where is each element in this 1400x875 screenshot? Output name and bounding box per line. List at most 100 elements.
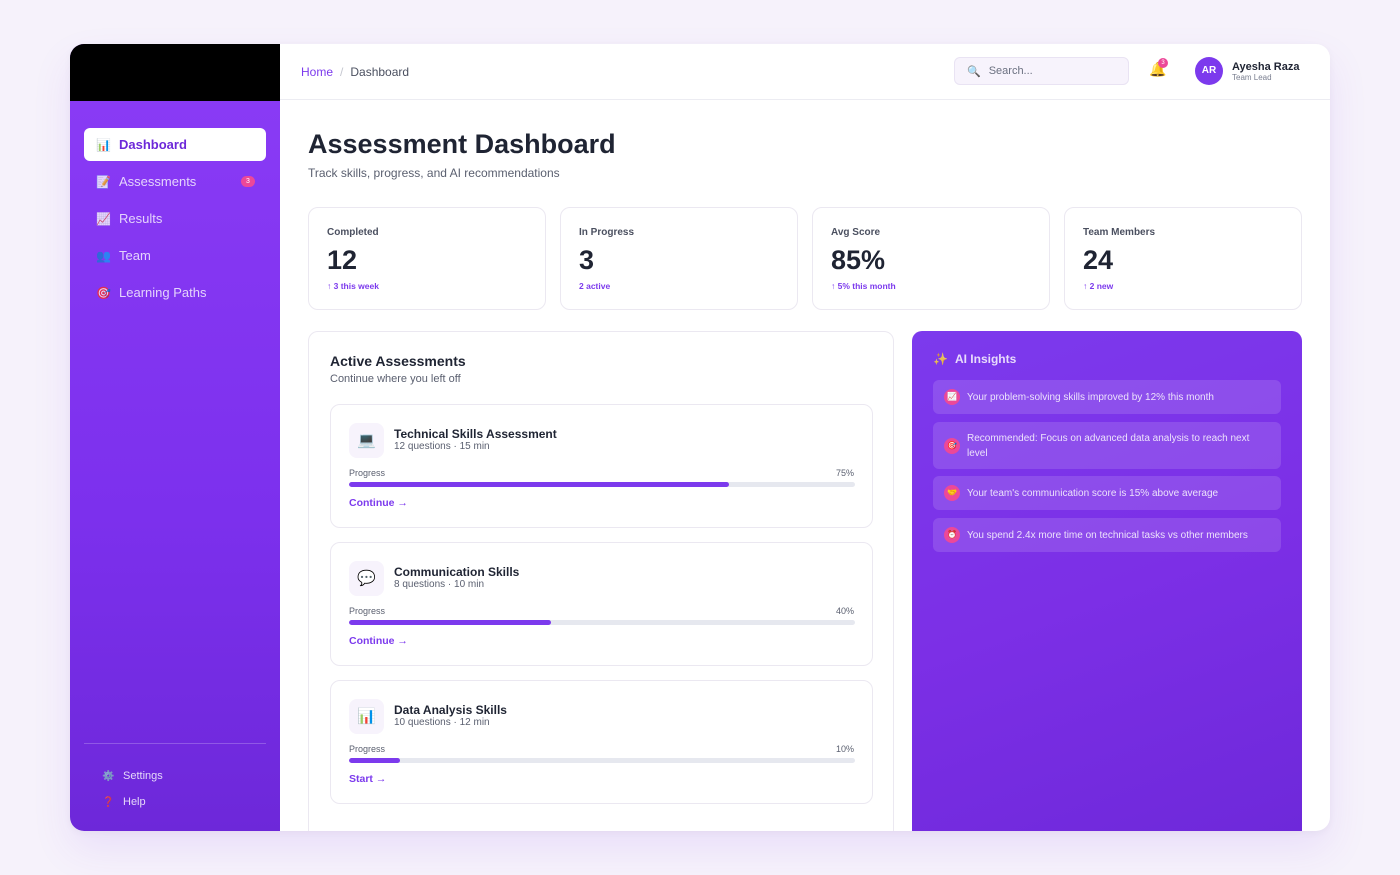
bar-chart-icon: 📊 bbox=[96, 137, 111, 152]
sidebar-item-learning-paths[interactable]: 🎯 Learning Paths bbox=[84, 276, 266, 309]
assessment-name: Technical Skills Assessment bbox=[394, 427, 557, 441]
progress-label: Progress bbox=[349, 468, 386, 478]
progress-label: Progress bbox=[349, 744, 386, 754]
progress-bar bbox=[349, 482, 855, 487]
sidebar-item-team[interactable]: 👥 Team bbox=[84, 239, 266, 272]
stat-value: 12 bbox=[327, 245, 358, 275]
settings-link[interactable]: ⚙️ Settings bbox=[84, 763, 266, 789]
insight-item[interactable]: 🎯 Recommended: Focus on advanced data an… bbox=[933, 422, 1281, 469]
progress-bar bbox=[349, 758, 855, 763]
notifications-button[interactable]: 🔔 3 bbox=[1149, 58, 1168, 78]
stat-label: In Progress bbox=[579, 227, 635, 238]
logo-block bbox=[70, 44, 280, 101]
ai-insights-panel: ✨ AI Insights 📈 Your problem-solving ski… bbox=[912, 331, 1302, 831]
sidebar-item-label: Dashboard bbox=[119, 137, 187, 152]
progress-fill bbox=[349, 482, 729, 487]
stats-row: Completed 12 ↑ 3 this week In Progress 3… bbox=[308, 207, 1302, 310]
sidebar-item-results[interactable]: 📈 Results bbox=[84, 202, 266, 235]
insight-text: Recommended: Focus on advanced data anal… bbox=[967, 432, 1250, 459]
insight-text: You spend 2.4x more time on technical ta… bbox=[967, 529, 1248, 541]
sidebar-footer: ⚙️ Settings ❓ Help bbox=[84, 743, 266, 815]
sparkles-icon: ✨ bbox=[933, 352, 948, 366]
assessment-card[interactable]: 💬 Communication Skills 8 questions · 10 … bbox=[330, 542, 873, 666]
panel-subtitle: Continue where you left off bbox=[330, 373, 461, 385]
assessment-card[interactable]: 📊 Data Analysis Skills 10 questions · 12… bbox=[330, 680, 873, 804]
stat-delta: ↑ 2 new bbox=[1083, 281, 1114, 291]
page-title: Assessment Dashboard bbox=[308, 129, 616, 159]
insight-item[interactable]: ⏰ You spend 2.4x more time on technical … bbox=[933, 518, 1281, 552]
user-name: Ayesha Raza bbox=[1232, 61, 1300, 73]
assessment-card[interactable]: 💻 Technical Skills Assessment 12 questio… bbox=[330, 404, 873, 528]
stat-value: 24 bbox=[1083, 245, 1114, 275]
trend-chart-icon: 📈 bbox=[944, 389, 960, 405]
clock-icon: ⏰ bbox=[944, 527, 960, 543]
people-icon: 👥 bbox=[96, 248, 111, 263]
main-content: Assessment Dashboard Track skills, progr… bbox=[280, 100, 1330, 831]
insight-text: Your problem-solving skills improved by … bbox=[967, 391, 1214, 403]
avatar[interactable]: AR bbox=[1195, 57, 1223, 85]
sidebar-item-label: Results bbox=[119, 211, 163, 226]
search-box[interactable]: 🔍 bbox=[954, 57, 1129, 85]
assessment-name: Data Analysis Skills bbox=[394, 703, 507, 717]
question-icon: ❓ bbox=[102, 796, 115, 808]
stat-label: Team Members bbox=[1083, 227, 1156, 238]
insight-text: Your team's communication score is 15% a… bbox=[967, 487, 1219, 499]
assessment-meta: 8 questions · 10 min bbox=[394, 579, 485, 590]
user-role: Team Lead bbox=[1232, 73, 1272, 82]
ai-insights-label: AI Insights bbox=[954, 352, 1017, 366]
search-icon: 🔍 bbox=[967, 65, 981, 78]
help-label: Help bbox=[123, 796, 146, 808]
continue-button[interactable]: Continue → bbox=[349, 635, 408, 647]
sidebar-item-label: Assessments bbox=[119, 174, 197, 189]
stat-label: Avg Score bbox=[831, 227, 881, 238]
assessment-meta: 12 questions · 15 min bbox=[394, 441, 490, 452]
insight-item[interactable]: 🤝 Your team's communication score is 15%… bbox=[933, 476, 1281, 510]
assessment-name: Communication Skills bbox=[394, 565, 520, 579]
notification-count-badge: 3 bbox=[1158, 58, 1168, 68]
sidebar-item-label: Team bbox=[119, 248, 151, 263]
target-icon: 🎯 bbox=[96, 285, 111, 300]
progress-fill bbox=[349, 758, 400, 763]
stat-delta: 2 active bbox=[579, 281, 611, 291]
laptop-icon: 💻 bbox=[349, 423, 384, 458]
stat-card-team-members: Team Members 24 ↑ 2 new bbox=[1064, 207, 1302, 310]
active-assessments-panel: Active Assessments Continue where you le… bbox=[308, 331, 894, 831]
app-window: 📊 Dashboard 📝 Assessments 3 📈 Results 👥 … bbox=[70, 44, 1330, 831]
progress-percent: 75% bbox=[835, 468, 854, 478]
stat-card-avg-score: Avg Score 85% ↑ 5% this month bbox=[812, 207, 1050, 310]
search-input[interactable] bbox=[988, 65, 1119, 77]
progress-percent: 40% bbox=[835, 606, 854, 616]
breadcrumb-home-link[interactable]: Home bbox=[301, 65, 334, 79]
count-badge: 3 bbox=[241, 176, 255, 187]
breadcrumb-separator: / bbox=[340, 65, 344, 79]
target-icon: 🎯 bbox=[944, 437, 960, 454]
sidebar-item-dashboard[interactable]: 📊 Dashboard bbox=[84, 128, 266, 161]
assessment-meta: 10 questions · 12 min bbox=[394, 717, 490, 728]
start-button[interactable]: Start → bbox=[349, 773, 387, 785]
handshake-icon: 🤝 bbox=[944, 485, 960, 501]
trend-chart-icon: 📈 bbox=[96, 211, 111, 226]
stat-label: Completed bbox=[327, 227, 379, 238]
sidebar-item-label: Learning Paths bbox=[119, 285, 207, 300]
help-link[interactable]: ❓ Help bbox=[84, 789, 266, 815]
panel-title: Active Assessments bbox=[330, 353, 466, 369]
sidebar-nav: 📊 Dashboard 📝 Assessments 3 📈 Results 👥 … bbox=[70, 101, 280, 309]
breadcrumb-current: Dashboard bbox=[350, 65, 410, 79]
stat-card-in-progress: In Progress 3 2 active bbox=[560, 207, 798, 310]
continue-button[interactable]: Continue → bbox=[349, 497, 408, 509]
stat-delta: ↑ 5% this month bbox=[831, 281, 896, 291]
sidebar: 📊 Dashboard 📝 Assessments 3 📈 Results 👥 … bbox=[70, 44, 280, 831]
progress-label: Progress bbox=[349, 606, 386, 616]
sidebar-item-assessments[interactable]: 📝 Assessments 3 bbox=[84, 165, 266, 198]
stat-value: 3 bbox=[579, 245, 595, 275]
gear-icon: ⚙️ bbox=[102, 770, 115, 782]
bar-chart-icon: 📊 bbox=[349, 699, 384, 734]
breadcrumb: Home / Dashboard bbox=[301, 65, 409, 79]
user-info[interactable]: Ayesha Raza Team Lead bbox=[1232, 61, 1299, 83]
speech-bubble-icon: 💬 bbox=[349, 561, 384, 596]
stat-value: 85% bbox=[831, 245, 886, 275]
progress-bar bbox=[349, 620, 855, 625]
insight-item[interactable]: 📈 Your problem-solving skills improved b… bbox=[933, 380, 1281, 414]
settings-label: Settings bbox=[123, 770, 163, 782]
ai-insights-title: ✨ AI Insights bbox=[933, 352, 1016, 366]
